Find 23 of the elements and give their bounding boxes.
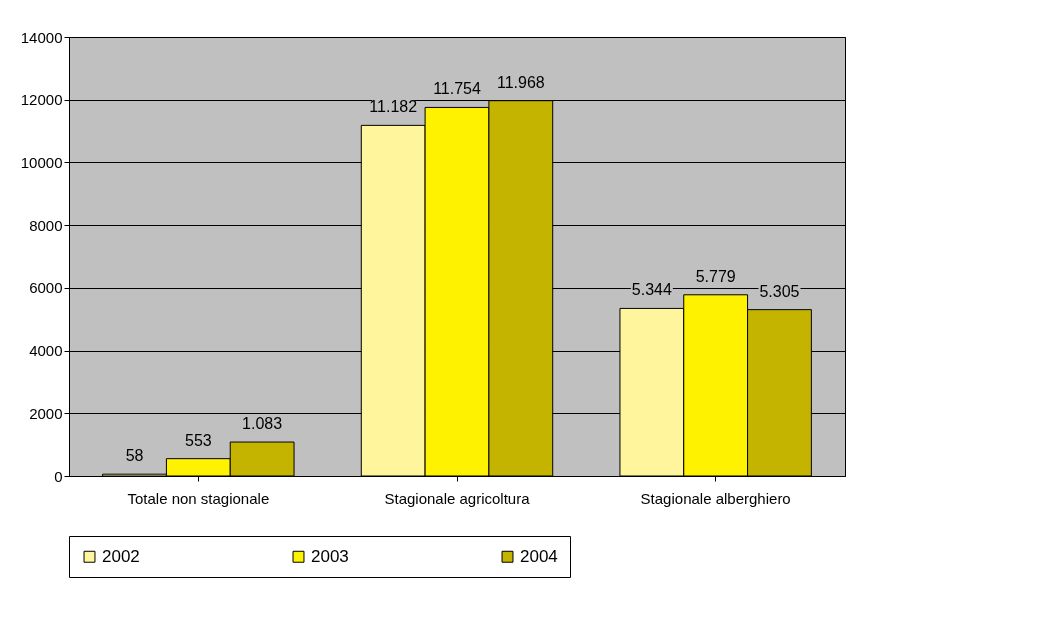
y-tick-label: 2000	[29, 404, 63, 422]
y-tick-label: 8000	[29, 216, 63, 234]
data-label: 553	[184, 431, 212, 449]
y-tick-label: 0	[54, 467, 63, 485]
data-label: 1.083	[242, 415, 283, 433]
data-label: 5.305	[759, 282, 800, 300]
data-label: 5.779	[695, 267, 736, 285]
y-tick-label: 12000	[20, 91, 63, 109]
x-tick-label: Totale non stagionale	[127, 489, 270, 507]
data-label: 11.968	[496, 73, 545, 91]
data-label: 11.182	[369, 98, 418, 116]
legend-label: 2002	[102, 546, 140, 566]
y-tick-label: 14000	[20, 28, 63, 46]
y-tick-label: 4000	[29, 342, 63, 360]
data-label: 5.344	[631, 281, 672, 299]
legend-label: 2003	[311, 546, 349, 566]
y-tick-label: 6000	[29, 279, 63, 297]
y-tick-label: 10000	[20, 153, 63, 171]
legend-label: 2004	[520, 546, 558, 566]
x-tick-label: Stagionale alberghiero	[640, 489, 791, 507]
x-tick-label: Stagionale agricoltura	[384, 489, 531, 507]
data-label: 11.754	[433, 80, 481, 98]
data-label: 58	[125, 447, 144, 465]
